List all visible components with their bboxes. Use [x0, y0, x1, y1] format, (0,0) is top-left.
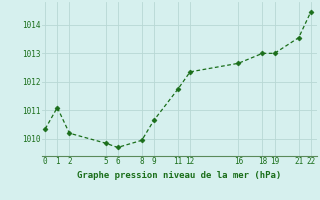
X-axis label: Graphe pression niveau de la mer (hPa): Graphe pression niveau de la mer (hPa) [77, 171, 281, 180]
